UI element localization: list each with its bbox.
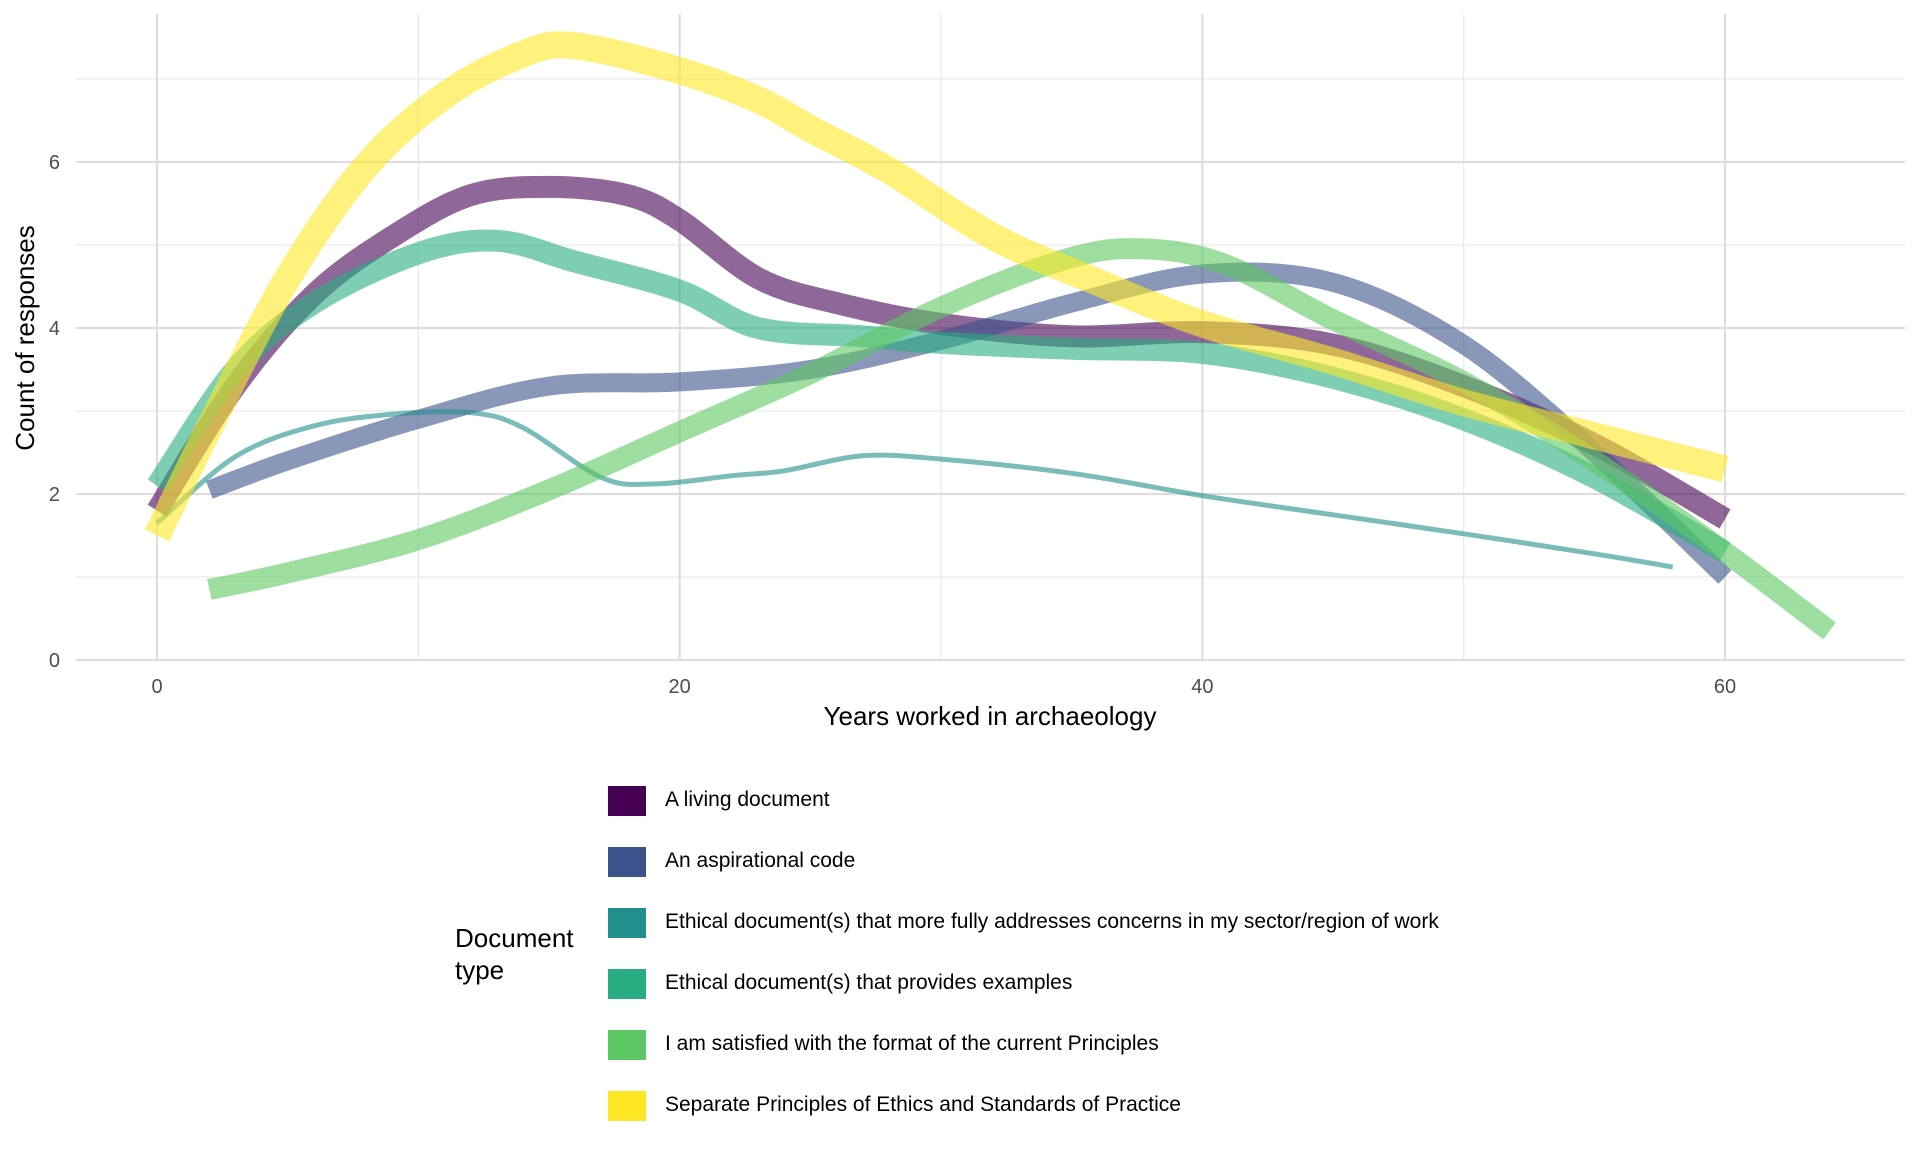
chart-area: 0 20 40 60 0 2 4 6 Years worked in archaeology … xyxy=(10,14,1905,731)
legend-key xyxy=(608,786,646,816)
x-tick-label: 60 xyxy=(1714,676,1736,698)
legend-key xyxy=(608,1091,646,1121)
legend-label: I am satisfied with the format of the cu… xyxy=(665,1032,1159,1055)
legend-title: Document type xyxy=(455,923,574,985)
series-line-4 xyxy=(147,229,1731,562)
x-tick-label: 20 xyxy=(669,676,691,698)
y-tick-label: 2 xyxy=(49,484,60,506)
x-tick-label: 40 xyxy=(1191,676,1213,698)
y-tick-label: 4 xyxy=(49,318,60,340)
tick-labels: 0 20 40 60 0 2 4 6 xyxy=(49,152,1736,698)
y-axis-title: Count of responses xyxy=(10,225,40,450)
series-line-6 xyxy=(144,31,1729,542)
x-tick-label: 0 xyxy=(151,676,162,698)
legend-label: Separate Principles of Ethics and Standa… xyxy=(665,1093,1181,1116)
series-lines xyxy=(144,31,1836,640)
series-line-3 xyxy=(155,409,1674,570)
legend-key xyxy=(608,1030,646,1060)
legend-key xyxy=(608,908,646,938)
legend-label: A living document xyxy=(665,788,830,811)
x-axis-title: Years worked in archaeology xyxy=(824,701,1157,731)
y-tick-label: 0 xyxy=(49,650,60,672)
series-line-2 xyxy=(205,262,1732,584)
legend-label: Ethical document(s) that more fully addr… xyxy=(665,910,1439,933)
y-tick-label: 6 xyxy=(49,152,60,174)
legend-label: Ethical document(s) that provides exampl… xyxy=(665,971,1073,994)
legend-key xyxy=(608,969,646,999)
legend-label: An aspirational code xyxy=(665,849,856,872)
legend-key xyxy=(608,847,646,877)
